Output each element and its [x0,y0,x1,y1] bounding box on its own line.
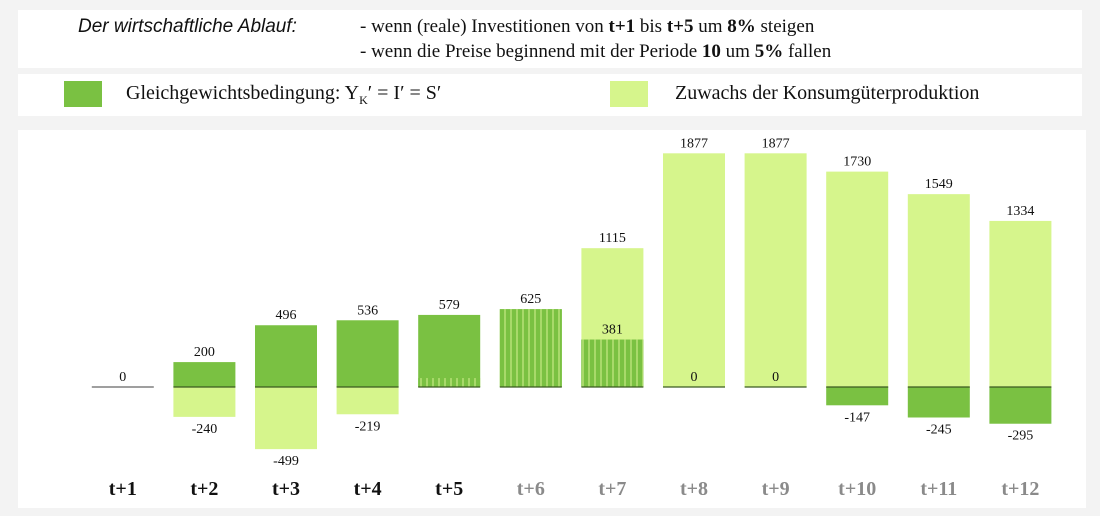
bar-consumer-growth-t+9 [744,153,807,387]
category-label-t+10: t+10 [838,478,876,500]
bar-consumer-growth-t+10 [826,171,889,387]
bar-equilibrium-t+4 [336,320,399,387]
category-label-t+6: t+6 [517,478,545,500]
bar-consumer-growth-t+2 [173,387,236,417]
header-line1-bold-end: t+5 [666,16,694,37]
data-label-t+9-13: 1877 [762,136,790,151]
data-label-t+8-11: 1877 [680,136,708,151]
header-line2-text-fallen: fallen [783,41,832,62]
legend-label-equilibrium-text: Gleichgewichtsbedingung: Y [126,82,360,104]
bar-equilibrium-t+11 [907,387,970,418]
category-label-t+2: t+2 [190,478,218,500]
bar-consumer-growth-t+4 [336,387,399,415]
bar-equilibrium-t+5 [418,314,481,387]
legend-swatch-consumer-growth [610,81,648,107]
bar-striped-overlay-t+7 [581,339,644,387]
data-label-t+4-5: 536 [357,303,378,318]
header-line1-text-um: um [693,16,728,37]
category-label-t+8: t+8 [680,478,708,500]
category-label-t+7: t+7 [598,478,626,500]
data-label-t+3-4: -499 [273,454,299,469]
category-label-t+3: t+3 [272,478,300,500]
data-label-t+4-6: -219 [355,419,381,434]
header-line2-text-um: um [720,41,755,62]
data-label-t+7-9: 1115 [599,231,626,246]
bar-consumer-growth-t+11 [907,194,970,387]
data-label-t+3-3: 496 [276,308,297,323]
bar-striped-overlay-t+6 [499,309,562,387]
data-label-t+10-15: 1730 [843,155,871,170]
chart-area: 0 200 -240 496 -499 536 -219 579 625 1115 381 1877 0… [18,130,1086,508]
category-label-t+1: t+1 [109,478,137,500]
data-label-t+12-20: -295 [1008,429,1034,444]
header-line1-text: - wenn (reale) Investitionen von [360,16,609,37]
legend-label-equilibrium-sub: K [359,93,368,107]
data-label-t+11-17: 1549 [925,177,953,192]
bar-consumer-growth-t+12 [989,220,1052,387]
bar-equilibrium-t+2 [173,362,236,387]
bar-equilibrium-t+3 [255,325,317,387]
data-label-t+12-19: 1334 [1006,204,1034,219]
data-label-t+2-2: -240 [192,422,218,437]
legend-label-equilibrium: Gleichgewichtsbedingung: YK′ = I′ = S′ [126,82,441,108]
data-label-t+1-0: 0 [119,370,126,385]
data-label-t+7-10: 381 [602,323,623,338]
data-label-t+5-7: 579 [439,298,460,313]
bar-striped-overlay-t+5 [418,378,481,387]
bar-equilibrium-t+10 [826,387,889,406]
bar-chart: 0 200 -240 496 -499 536 -219 579 625 1115 381 1877 0… [91,136,1052,500]
bar-consumer-growth-t+3 [255,387,317,450]
header-line-prices: - wenn die Preise beginnend mit der Peri… [360,41,831,63]
header-line2-bold-period: 10 [701,41,721,62]
data-label-t+9-14: 0 [772,370,779,385]
category-label-t+12: t+12 [1001,478,1039,500]
legend-label-equilibrium-formula: ′ = I′ = S′ [367,82,442,104]
data-label-t+6-8: 625 [520,292,541,307]
header-title: Der wirtschaftliche Ablauf: [78,16,297,37]
data-label-t+8-12: 0 [691,370,698,385]
legend-label-consumer-growth: Zuwachs der Konsumgüterproduktion [675,82,980,104]
legend-swatch-equilibrium [64,81,102,107]
data-label-t+11-18: -245 [926,423,952,438]
category-label-t+5: t+5 [435,478,463,500]
header-line1-bold-percent: 8% [727,16,756,37]
bar-equilibrium-t+12 [989,387,1052,424]
category-label-t+4: t+4 [354,478,382,500]
header-panel: Der wirtschaftliche Ablauf: - wenn (real… [18,10,1082,68]
header-line1-text-steigen: steigen [755,16,815,37]
bar-consumer-growth-t+8 [663,153,725,387]
category-label-t+9: t+9 [762,478,790,500]
category-label-t+11: t+11 [920,478,957,500]
legend: Gleichgewichtsbedingung: YK′ = I′ = S′ Z… [18,74,1082,116]
data-label-t+10-16: -147 [844,410,870,425]
header-line1-bold-start: t+1 [608,16,636,37]
header-line1-text-bis: bis [635,16,667,37]
header-line-investments: - wenn (reale) Investitionen von t+1 bis… [360,16,814,38]
header-line2-bold-percent: 5% [754,41,784,62]
data-label-t+2-1: 200 [194,345,215,360]
header-line2-text: - wenn die Preise beginnend mit der Peri… [360,41,702,62]
